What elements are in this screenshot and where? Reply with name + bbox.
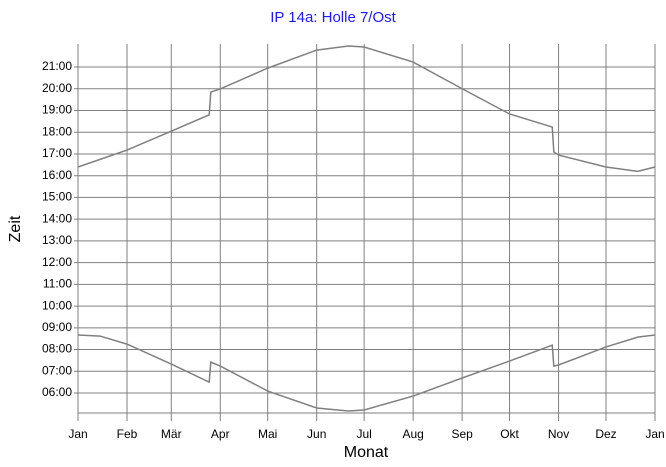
- y-axis-label: Zeit: [7, 215, 24, 242]
- x-tick-label: Apr: [211, 427, 230, 441]
- y-tick-label: 09:00: [42, 320, 72, 334]
- y-tick-label: 20:00: [42, 81, 72, 95]
- x-tick-label: Jan: [645, 427, 664, 441]
- y-tick-label: 12:00: [42, 255, 72, 269]
- x-tick-label: Aug: [402, 427, 423, 441]
- y-tick-label: 07:00: [42, 363, 72, 377]
- y-tick-label: 08:00: [42, 342, 72, 356]
- y-tick-label: 21:00: [42, 59, 72, 73]
- y-tick-label: 10:00: [42, 298, 72, 312]
- x-tick-label: Feb: [117, 427, 138, 441]
- x-tick-label: Sep: [451, 427, 473, 441]
- y-tick-label: 11:00: [43, 277, 72, 291]
- series-line: [77, 334, 656, 412]
- x-tick-label: Jan: [68, 427, 87, 441]
- series-line: [77, 45, 656, 173]
- y-tick-label: 15:00: [42, 190, 72, 204]
- y-tick-label: 13:00: [42, 233, 72, 247]
- x-tick-label: Dez: [595, 427, 616, 441]
- y-tick-label: 18:00: [42, 124, 72, 138]
- y-tick-label: 16:00: [42, 168, 72, 182]
- y-tick-label: 17:00: [42, 146, 72, 160]
- x-tick-label: Nov: [548, 427, 569, 441]
- y-tick-label: 19:00: [42, 103, 72, 117]
- x-tick-label: Mär: [161, 427, 182, 441]
- x-axis-label: Monat: [344, 444, 389, 461]
- x-tick-label: Jun: [307, 427, 326, 441]
- y-tick-label: 14:00: [42, 211, 72, 225]
- chart-title: IP 14a: Holle 7/Ost: [270, 9, 396, 26]
- x-tick-label: Mai: [258, 427, 277, 441]
- x-tick-label: Jul: [356, 427, 371, 441]
- x-tick-label: Okt: [500, 427, 519, 441]
- y-tick-label: 06:00: [42, 385, 72, 399]
